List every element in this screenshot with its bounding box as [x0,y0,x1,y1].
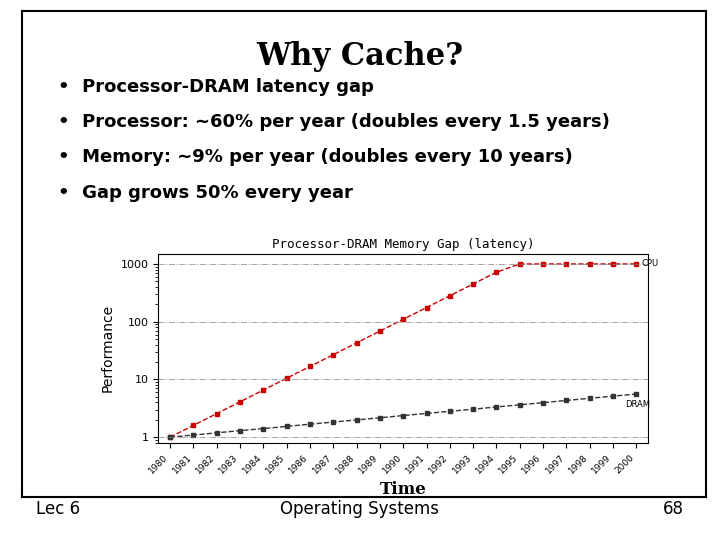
Text: Why Cache?: Why Cache? [256,40,464,71]
Text: •  Processor-DRAM latency gap: • Processor-DRAM latency gap [58,78,374,96]
Text: •  Processor: ~60% per year (doubles every 1.5 years): • Processor: ~60% per year (doubles ever… [58,113,609,131]
Text: •  Memory: ~9% per year (doubles every 10 years): • Memory: ~9% per year (doubles every 10… [58,148,572,166]
Title: Processor-DRAM Memory Gap (latency): Processor-DRAM Memory Gap (latency) [272,238,534,251]
Text: Lec 6: Lec 6 [36,501,80,518]
Text: Operating Systems: Operating Systems [281,501,439,518]
Text: 68: 68 [663,501,684,518]
X-axis label: Time: Time [380,481,426,498]
Text: DRAM: DRAM [625,400,649,409]
Text: •  Gap grows 50% every year: • Gap grows 50% every year [58,184,353,201]
Y-axis label: Performance: Performance [101,304,115,393]
Text: CPU: CPU [641,259,658,268]
